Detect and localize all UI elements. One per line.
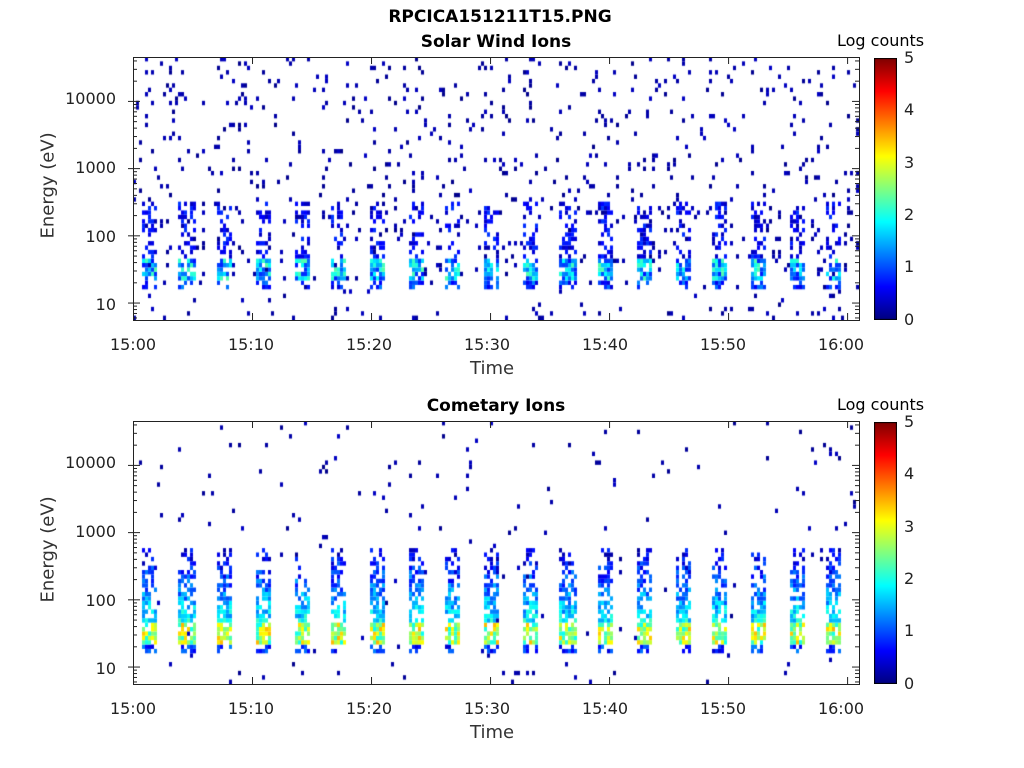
panel1-xlabel: Time: [470, 358, 515, 379]
panel2-cbtick-2: 2: [904, 569, 915, 588]
panel1-xtick-1520: 15:20: [345, 335, 393, 354]
panel1-colorbar-label: Log counts: [837, 31, 925, 50]
panel2-colorbar-label: Log counts: [837, 395, 925, 414]
plot-frame: [133, 421, 860, 685]
panel1-ytick-10: 10: [95, 295, 116, 314]
panel2-cbtick-5: 5: [904, 412, 915, 431]
panel2-xtick-1500: 15:00: [109, 699, 157, 718]
panel2-cbtick-1: 1: [904, 621, 915, 640]
panel1-heatmap: [133, 57, 859, 320]
panel1-cbtick-0: 0: [904, 310, 915, 329]
panel2-cbtick-0: 0: [904, 674, 915, 693]
panel1-xtick-1500: 15:00: [109, 335, 157, 354]
panel1-cbtick-2: 2: [904, 205, 915, 224]
panel1-xtick-1530: 15:30: [463, 335, 511, 354]
panel2-heatmap: [133, 421, 859, 684]
panel1-xtick-1550: 15:50: [699, 335, 747, 354]
panel2-xtick-1550: 15:50: [699, 699, 747, 718]
panel2-xtick-1530: 15:30: [463, 699, 511, 718]
panel2-colorbar: [874, 422, 897, 684]
panel1-xtick-1540: 15:40: [581, 335, 629, 354]
panel1-axes: [128, 57, 860, 321]
panel1-ytick-10000: 10000: [65, 89, 116, 108]
panel2-xtick-1510: 15:10: [227, 699, 275, 718]
panel2-xlabel: Time: [470, 722, 515, 743]
panel2-ytick-1000: 1000: [75, 522, 116, 541]
panel2-ylabel: Energy (eV): [37, 496, 59, 603]
panel2-ytick-10: 10: [95, 659, 116, 678]
panel2-xtick-1540: 15:40: [581, 699, 629, 718]
panel2-ytick-10000: 10000: [65, 453, 116, 472]
panel1-cbtick-1: 1: [904, 257, 915, 276]
panel1-title: Solar Wind Ions: [420, 32, 572, 52]
panel1-xtick-1600: 16:00: [817, 335, 865, 354]
panel1-ytick-1000: 1000: [75, 158, 116, 177]
panel2-ytick-100: 100: [85, 591, 116, 610]
panel2-cbtick-3: 3: [904, 517, 915, 536]
panel2-xtick-1520: 15:20: [345, 699, 393, 718]
figure-title: RPCICA151211T15.PNG: [388, 7, 612, 27]
panel1-cbtick-5: 5: [904, 48, 915, 67]
panel1-ytick-100: 100: [85, 227, 116, 246]
panel2-xtick-1600: 16:00: [817, 699, 865, 718]
panel1-cbtick-4: 4: [904, 100, 915, 119]
panel2-title: Cometary Ions: [426, 396, 566, 416]
panel2-cbtick-4: 4: [904, 464, 915, 483]
panel1-xtick-1510: 15:10: [227, 335, 275, 354]
panel1-cbtick-3: 3: [904, 153, 915, 172]
panel1-colorbar: [874, 58, 897, 320]
